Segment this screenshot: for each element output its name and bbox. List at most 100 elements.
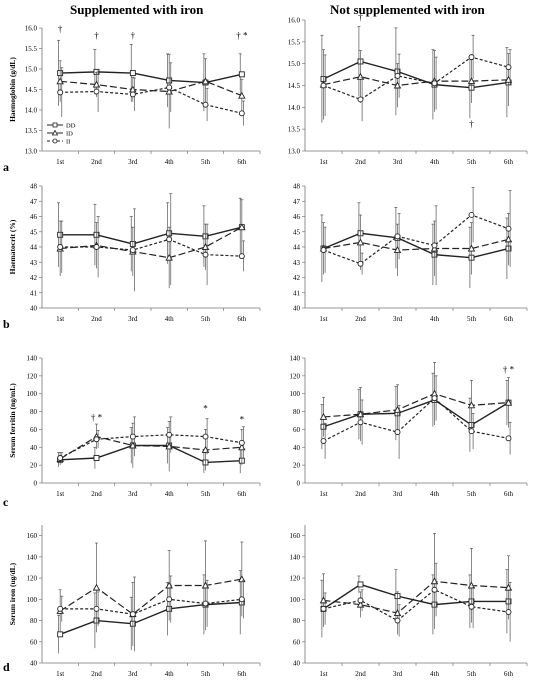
x-tick-label-a-left-0: 1st [56, 158, 64, 166]
x-tick-label-b-right-5: 6th [504, 315, 513, 323]
y-tick-label-a-right-0: 13.0 [288, 148, 301, 156]
point-b-left-II-1 [93, 244, 100, 250]
point-c-right-II-2 [394, 429, 401, 436]
x-tick-label-b-left-5: 6th [237, 315, 246, 323]
panel-letter-b: b [3, 317, 10, 331]
y-tick-label-c-right-6: 120 [290, 372, 301, 380]
y-tick-label-d-right-5: 140 [290, 553, 301, 561]
annotation-a-left-2: † [131, 30, 136, 40]
series-line-a-left-ID [60, 80, 243, 97]
legend-label-0: DD [66, 123, 76, 130]
panel-letter-d: d [3, 660, 10, 674]
y-tick-label-d-left-1: 60 [30, 638, 38, 646]
x-tick-label-c-left-0: 1st [56, 490, 64, 498]
x-tick-label-d-right-2: 3rd [393, 670, 403, 678]
point-b-right-ID-4 [467, 244, 476, 252]
y-tick-label-d-left-6: 160 [27, 532, 38, 540]
series-line-c-right-II [323, 397, 509, 442]
annotation-a-left-3: † * [236, 30, 248, 40]
point-d-left-II-5 [238, 596, 245, 603]
point-c-right-II-0 [320, 438, 327, 444]
x-tick-label-d-left-5: 6th [237, 670, 246, 678]
point-d-right-II-3 [431, 586, 438, 593]
annotation-c-left-2: * [240, 414, 245, 424]
point-d-right-II-4 [468, 603, 475, 610]
point-c-right-II-4 [468, 428, 475, 435]
point-c-left-II-1 [93, 436, 100, 443]
series-line-d-right-ID [323, 580, 509, 614]
x-tick-label-c-right-2: 3rd [393, 490, 403, 498]
point-b-left-II-4 [202, 251, 209, 258]
point-c-right-II-5 [505, 435, 512, 442]
series-line-d-left-ID [59, 578, 242, 615]
point-b-right-II-3 [431, 242, 438, 249]
x-tick-label-a-left-1: 2nd [91, 158, 102, 166]
point-c-right-II-3 [431, 395, 438, 402]
y-tick-label-b-right-4: 44 [293, 244, 301, 252]
annotation-c-left-1: * [203, 404, 208, 414]
point-b-left-II-5 [238, 253, 245, 260]
x-tick-label-c-right-1: 2nd [355, 490, 366, 498]
x-tick-label-c-right-5: 6th [504, 490, 513, 498]
point-d-right-II-5 [505, 609, 512, 615]
series-line-d-right-II [323, 589, 509, 622]
point-b-right-II-0 [320, 247, 327, 254]
y-tick-label-c-left-5: 100 [27, 390, 38, 398]
y-tick-label-d-right-1: 60 [293, 638, 301, 646]
y-tick-label-a-left-1: 13.5 [25, 127, 38, 135]
y-tick-label-b-right-2: 42 [293, 274, 301, 282]
point-d-left-II-0 [57, 605, 64, 612]
point-d-left-ID-1 [92, 583, 101, 591]
y-tick-label-b-right-6: 46 [293, 213, 301, 221]
series-line-b-right-II [323, 214, 509, 265]
series-line-a-right-ID [323, 76, 509, 87]
x-tick-label-b-right-3: 4th [430, 315, 439, 323]
x-tick-label-a-left-4: 5th [201, 158, 210, 166]
series-line-b-left-ID [60, 226, 243, 259]
series-line-a-left-II [60, 86, 242, 114]
series-line-a-right-DD [323, 60, 509, 89]
point-b-right-ID-1 [356, 238, 365, 246]
y-axis-label-c-left: Serum ferritin (ng/mL) [8, 383, 17, 458]
series-line-c-right-ID [323, 393, 509, 418]
legend-label-1: ID [66, 131, 73, 138]
point-a-left-DD-2 [129, 70, 136, 77]
y-tick-label-c-right-1: 20 [293, 462, 301, 470]
point-c-left-II-3 [166, 431, 173, 438]
x-tick-label-d-left-2: 3rd [128, 670, 138, 678]
y-tick-label-c-left-6: 120 [27, 372, 38, 380]
y-tick-label-b-left-4: 44 [30, 244, 38, 252]
series-line-b-right-DD [323, 232, 509, 259]
y-tick-label-d-right-6: 160 [290, 532, 301, 540]
point-a-right-II-3 [431, 80, 438, 87]
y-tick-label-b-right-5: 45 [293, 228, 301, 236]
point-a-right-ID-4 [467, 77, 476, 85]
y-tick-label-c-left-4: 80 [30, 408, 38, 416]
annotation-a-right-0: † [358, 12, 363, 22]
series-line-d-left-DD [59, 601, 242, 635]
point-a-left-II-1 [93, 88, 100, 95]
x-tick-label-c-right-3: 4th [430, 490, 439, 498]
y-tick-label-c-left-7: 140 [27, 355, 38, 363]
point-c-left-II-2 [129, 433, 136, 440]
y-tick-label-b-left-2: 42 [30, 274, 38, 282]
point-b-left-ID-4 [201, 243, 210, 250]
x-tick-label-a-right-2: 3rd [393, 158, 403, 166]
point-d-right-II-2 [394, 617, 401, 624]
x-tick-label-c-left-5: 6th [237, 490, 246, 498]
series-line-b-left-DD [60, 226, 243, 245]
point-b-right-ID-5 [504, 235, 513, 243]
x-tick-label-d-right-5: 6th [504, 670, 513, 678]
x-tick-label-c-left-4: 5th [201, 490, 210, 498]
x-tick-label-a-right-4: 5th [467, 158, 476, 166]
point-d-left-II-4 [202, 600, 209, 607]
y-tick-label-a-left-3: 14.5 [25, 86, 38, 94]
x-tick-label-b-left-1: 2nd [91, 315, 102, 323]
y-tick-label-c-left-3: 60 [30, 426, 38, 434]
point-a-right-II-4 [468, 54, 475, 61]
x-tick-label-a-right-0: 1st [319, 158, 327, 166]
point-c-left-II-0 [57, 455, 64, 461]
point-a-right-II-1 [357, 96, 364, 103]
point-c-right-II-1 [357, 419, 364, 426]
point-a-left-DD-5 [238, 71, 245, 78]
